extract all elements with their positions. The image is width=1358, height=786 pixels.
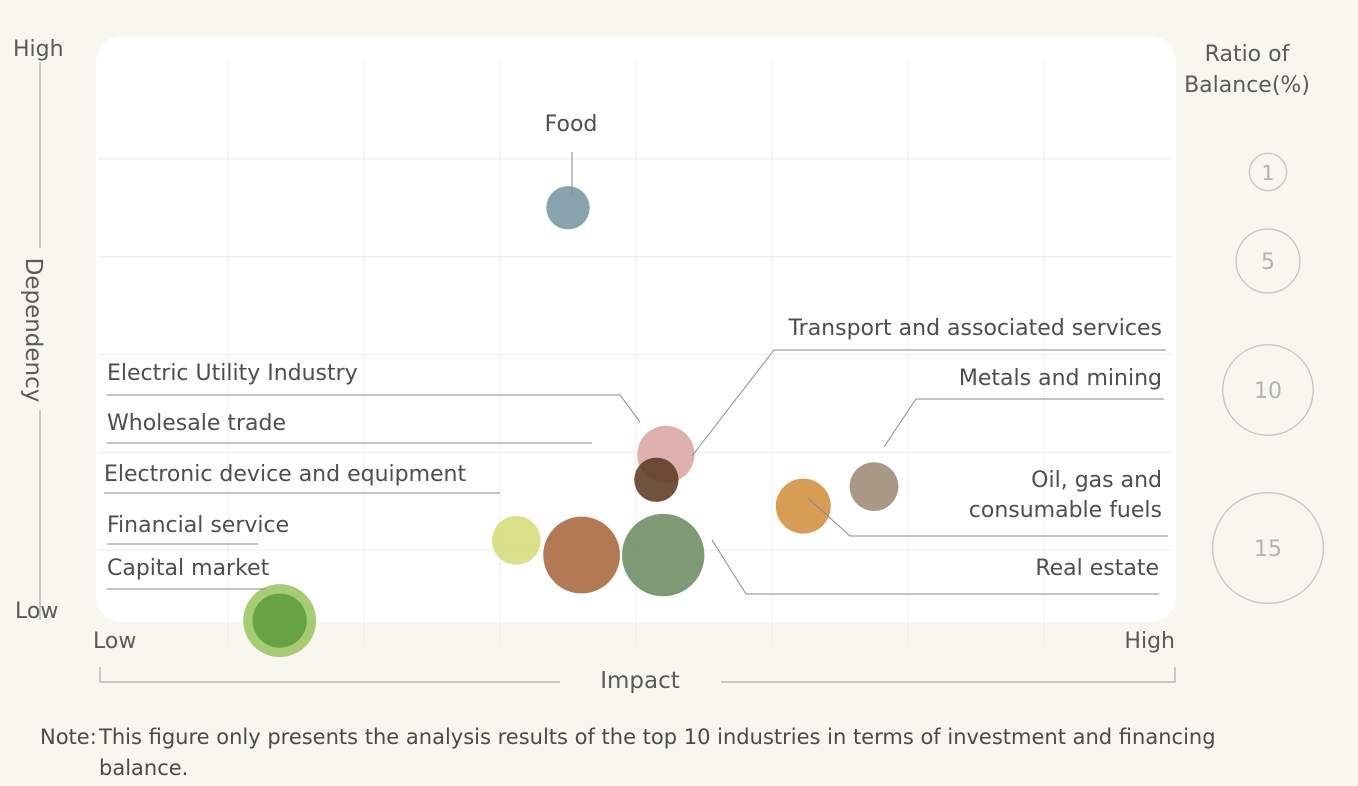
x-axis-line-left — [99, 667, 560, 683]
label-wholesale-trade: Wholesale trade — [107, 411, 286, 436]
label-electric-utility-industry: Electric Utility Industry — [107, 361, 358, 386]
y-axis-high-label: High — [13, 37, 64, 62]
bubble-chart: Food Transport and associated services Ele… — [13, 36, 1325, 694]
label-oil-gas-and-consumable-fuels: Oil, gas and consumable fuels — [969, 468, 1162, 523]
size-legend-circle-15 — [1211, 491, 1325, 605]
label-food: Food — [545, 112, 598, 137]
leader-metals-and-mining — [883, 398, 1164, 448]
x-axis-line-right — [721, 667, 1176, 683]
label-capital-market: Capital market — [107, 556, 270, 581]
size-legend-circle-1 — [1248, 152, 1288, 192]
size-legend-circle-5 — [1235, 228, 1301, 294]
label-real-estate: Real estate — [1035, 556, 1159, 581]
size-legend-circle-10 — [1222, 344, 1314, 436]
bubble-layer — [243, 186, 899, 658]
bubble-metals-and-mining — [849, 462, 899, 511]
leader-real-estate — [711, 539, 1159, 595]
bubble-electronic-device-and-equipment — [491, 516, 541, 565]
size-legend-value-1: 1 — [1262, 161, 1275, 185]
note-text: This figure only presents the analysis r… — [99, 725, 1216, 780]
bubble-food — [546, 186, 590, 230]
label-transport-and-associated-services: Transport and associated services — [787, 316, 1162, 341]
bubble-capital-market — [252, 593, 307, 648]
x-axis-low-label: Low — [93, 629, 136, 654]
x-axis-high-label: High — [1124, 629, 1175, 654]
leader-electric-utility-industry — [107, 394, 641, 423]
y-axis: High Low Dependency — [13, 37, 64, 624]
leader-oil-gas-and-consumable-fuels — [807, 497, 1168, 537]
x-axis-title: Impact — [600, 668, 680, 694]
x-axis: Low High Impact — [93, 629, 1176, 694]
size-legend-title-line2: Balance(%) — [1184, 73, 1310, 98]
bubble-oil-gas-and-consumable-fuels — [775, 478, 831, 534]
label-electronic-device-and-equipment: Electronic device and equipment — [104, 462, 467, 487]
leader-lines — [104, 152, 1168, 595]
leader-transport-and-associated-services — [691, 349, 1166, 457]
label-metals-and-mining: Metals and mining — [959, 366, 1162, 391]
bubble-wholesale-trade — [543, 516, 620, 594]
bubble-transport-and-associated-services — [634, 457, 679, 502]
size-legend-title-line1: Ratio of — [1205, 42, 1291, 67]
bubble-real-estate — [622, 513, 705, 597]
series-labels: Food Transport and associated services Ele… — [104, 112, 1162, 581]
y-axis-title: Dependency — [20, 258, 46, 403]
size-legend-value-5: 5 — [1261, 250, 1275, 275]
size-legend-value-15: 15 — [1254, 537, 1282, 562]
y-axis-low-label: Low — [15, 599, 58, 624]
label-financial-service: Financial service — [107, 513, 289, 538]
size-legend-value-10: 10 — [1254, 379, 1282, 404]
note-label: Note: — [40, 725, 97, 749]
